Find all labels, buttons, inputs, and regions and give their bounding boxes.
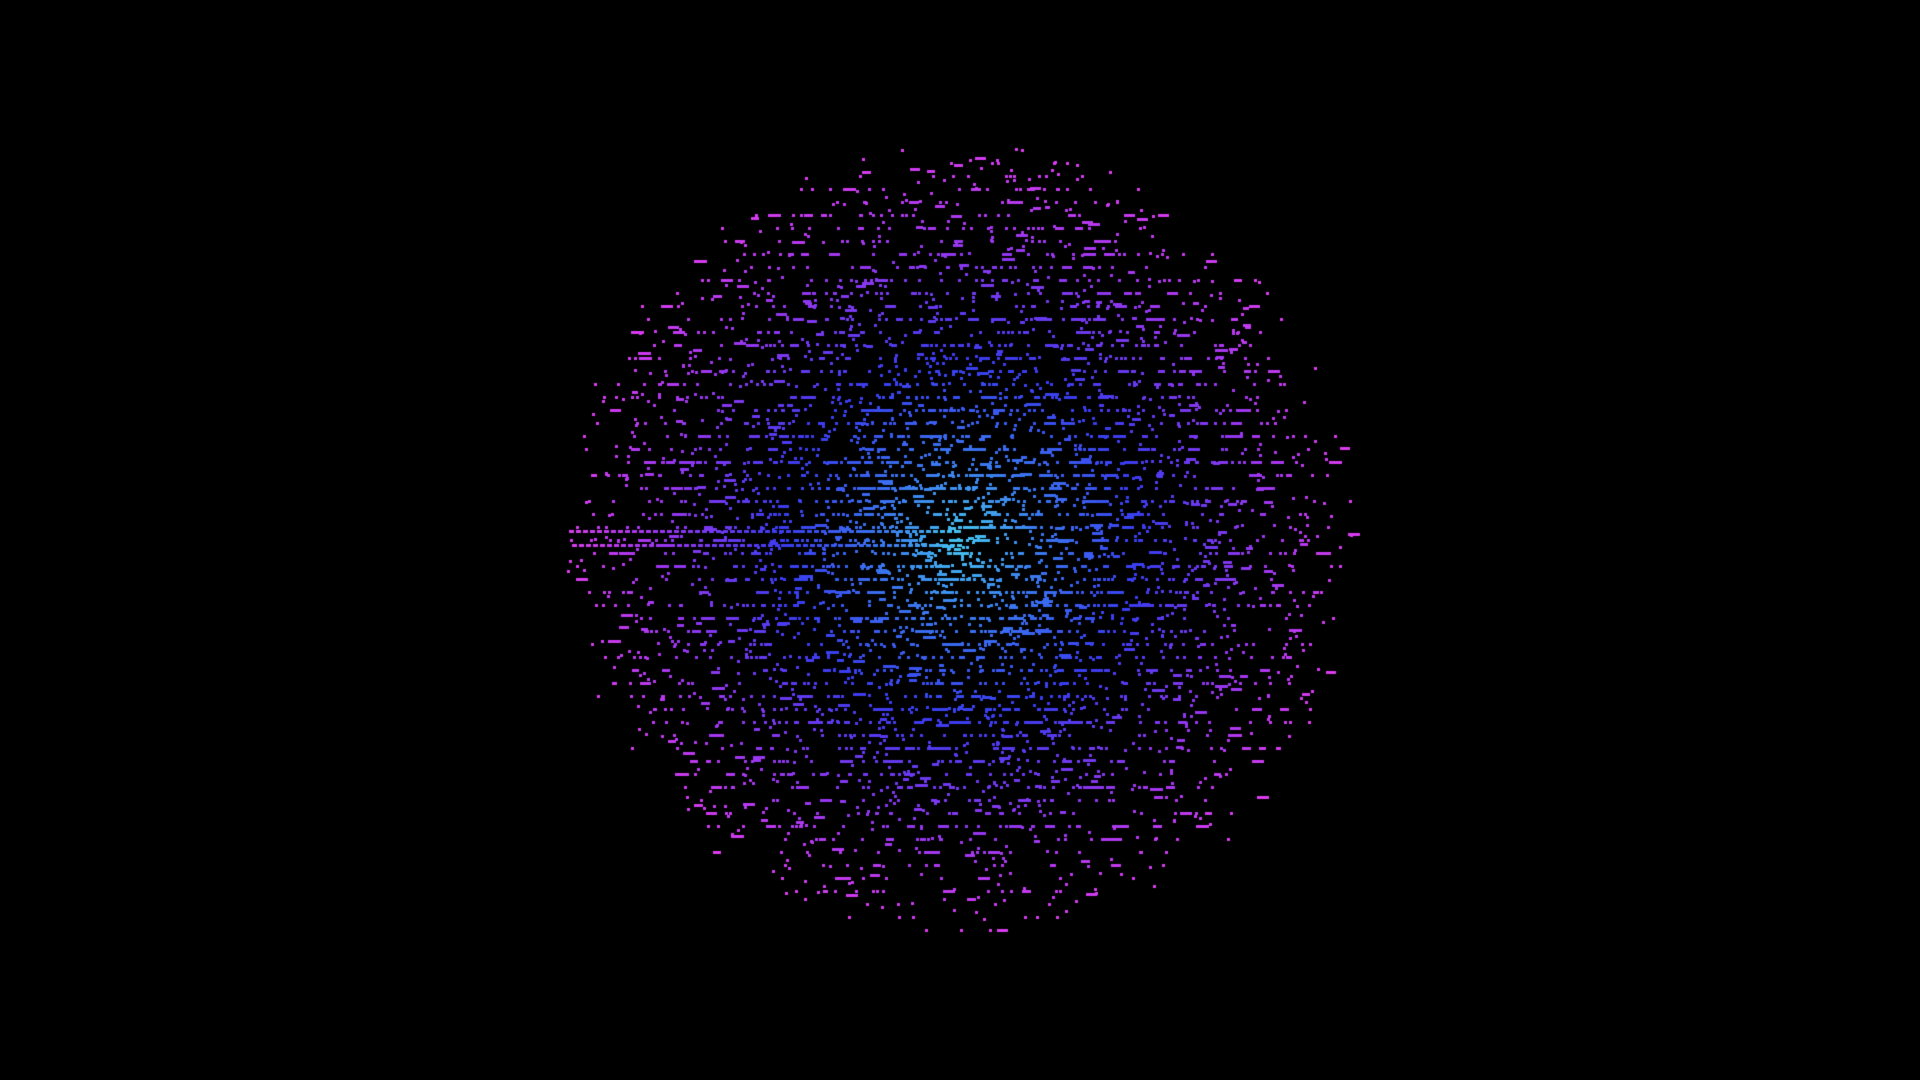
particle-sphere-canvas [0,0,1920,1080]
